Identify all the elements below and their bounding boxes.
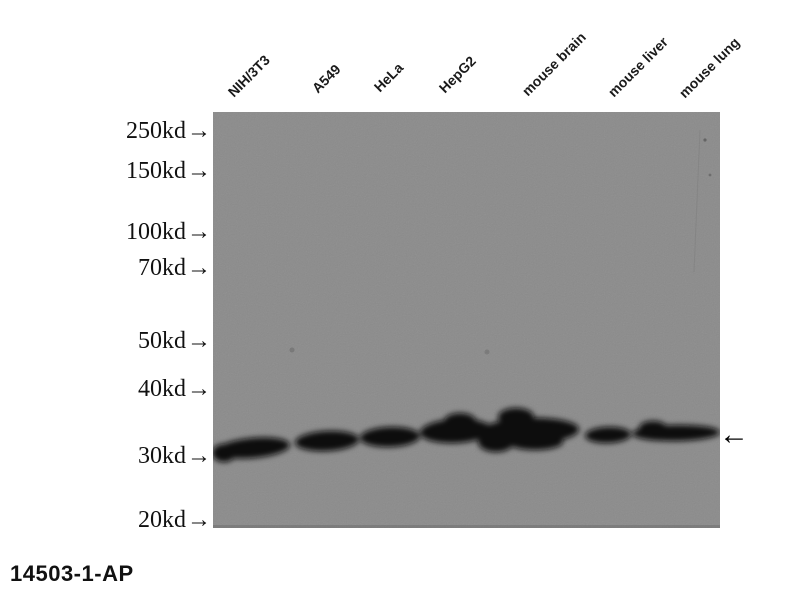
right-arrow-icon: → xyxy=(187,376,211,402)
right-arrow-icon: → xyxy=(187,443,211,469)
lane-label-mouse-liver: mouse liver xyxy=(604,33,672,100)
lane-label-hepg2: HepG2 xyxy=(435,52,479,96)
mw-label: 150kd xyxy=(126,158,186,184)
membrane-scratch xyxy=(693,129,701,273)
mw-marker-30kd: 30kd→ xyxy=(138,442,211,470)
right-arrow-icon: → xyxy=(187,219,211,245)
mw-label: 20kd xyxy=(138,507,186,533)
mw-label: 50kd xyxy=(138,328,186,354)
catalog-number-label: 14503-1-AP xyxy=(10,561,134,586)
protein-bands xyxy=(213,408,720,462)
right-arrow-icon: → xyxy=(187,328,211,354)
left-arrow-icon: ← xyxy=(719,418,749,451)
membrane-bottom-edge xyxy=(213,525,720,528)
mw-label: 40kd xyxy=(138,376,186,402)
blot-membrane xyxy=(213,112,720,528)
lane-label-mouse-lung: mouse lung xyxy=(675,34,743,101)
mw-marker-20kd: 20kd→ xyxy=(138,506,211,534)
right-arrow-icon: → xyxy=(187,118,211,144)
membrane-specks xyxy=(289,138,712,355)
lane-label-a549: A549 xyxy=(308,61,344,96)
right-arrow-icon: → xyxy=(187,255,211,281)
lane-label-hela: HeLa xyxy=(370,59,407,95)
mw-label: 100kd xyxy=(126,219,186,245)
membrane-noise-texture xyxy=(213,112,720,528)
mw-marker-50kd: 50kd→ xyxy=(138,327,211,355)
mw-marker-70kd: 70kd→ xyxy=(138,254,211,282)
mw-label: 70kd xyxy=(138,255,186,281)
blot-bands-graphic xyxy=(213,112,720,528)
mw-marker-40kd: 40kd→ xyxy=(138,375,211,403)
right-arrow-icon: → xyxy=(187,158,211,184)
mw-label: 250kd xyxy=(126,118,186,144)
mw-marker-250kd: 250kd→ xyxy=(126,117,211,145)
lane-label-mouse-brain: mouse brain xyxy=(518,28,589,99)
mw-label: 30kd xyxy=(138,443,186,469)
right-arrow-icon: → xyxy=(187,507,211,533)
lane-label-nih3t3: NIH/3T3 xyxy=(224,51,273,100)
mw-marker-100kd: 100kd→ xyxy=(126,218,211,246)
mw-marker-150kd: 150kd→ xyxy=(126,157,211,185)
